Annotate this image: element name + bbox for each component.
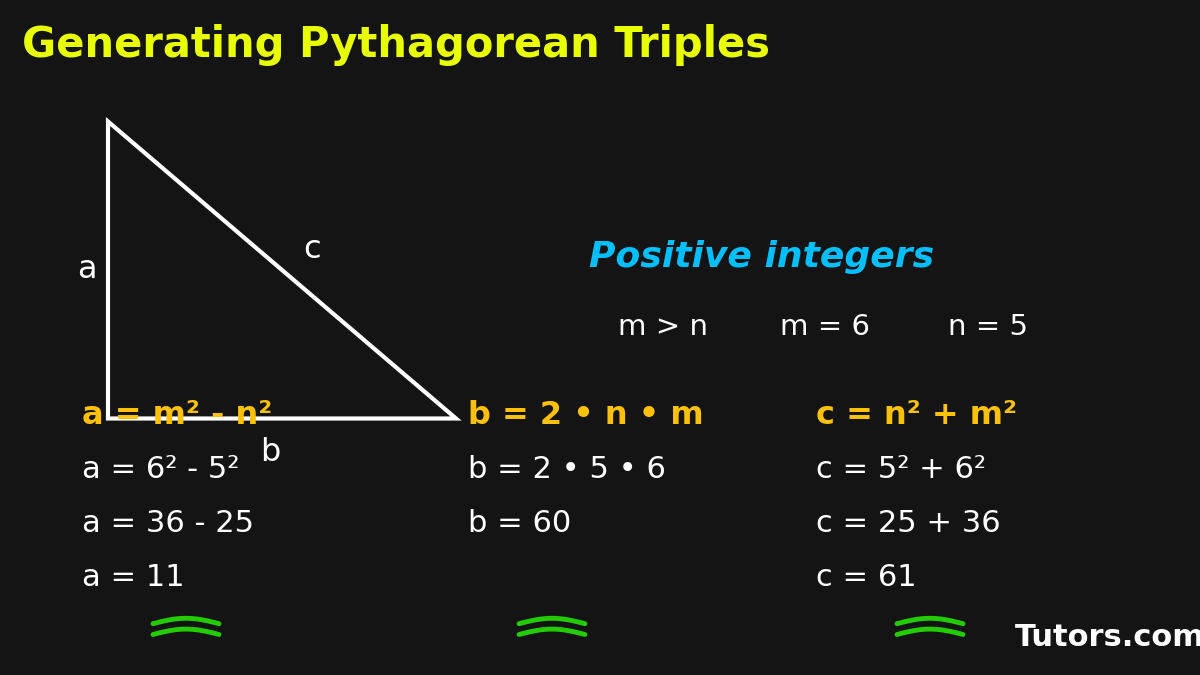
Text: b = 2 • 5 • 6: b = 2 • 5 • 6: [468, 455, 666, 483]
Text: Positive integers: Positive integers: [589, 240, 935, 273]
Text: b = 2 • n • m: b = 2 • n • m: [468, 400, 703, 431]
Text: c = n² + m²: c = n² + m²: [816, 400, 1018, 431]
Text: a = 11: a = 11: [82, 563, 185, 591]
Text: m = 6: m = 6: [780, 313, 870, 342]
Text: b: b: [260, 437, 280, 468]
Text: a = 36 - 25: a = 36 - 25: [82, 509, 253, 537]
Text: c: c: [304, 234, 320, 265]
Text: Tutors.com: Tutors.com: [1015, 624, 1200, 652]
Text: m > n: m > n: [618, 313, 708, 342]
Text: c = 25 + 36: c = 25 + 36: [816, 509, 1001, 537]
Text: b = 60: b = 60: [468, 509, 571, 537]
Text: n = 5: n = 5: [948, 313, 1028, 342]
Text: c = 61: c = 61: [816, 563, 917, 591]
Text: a = m² - n²: a = m² - n²: [82, 400, 272, 431]
Text: a = 6² - 5²: a = 6² - 5²: [82, 455, 239, 483]
Text: Generating Pythagorean Triples: Generating Pythagorean Triples: [22, 24, 769, 65]
Text: a: a: [77, 254, 96, 286]
Text: c = 5² + 6²: c = 5² + 6²: [816, 455, 986, 483]
